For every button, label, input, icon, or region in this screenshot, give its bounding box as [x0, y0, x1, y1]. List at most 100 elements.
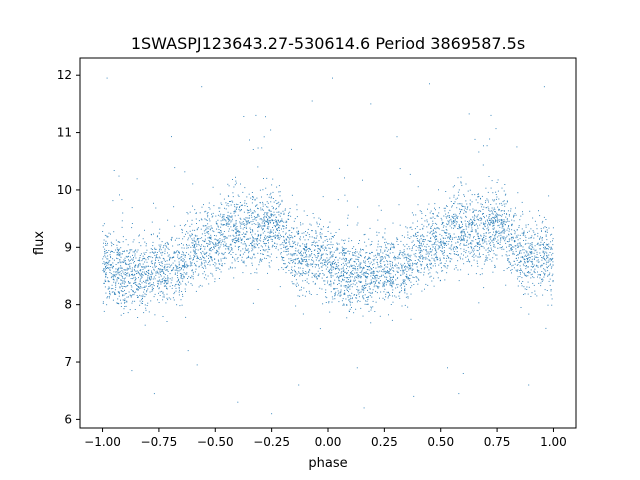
data-point	[507, 241, 509, 243]
data-point	[279, 195, 281, 197]
data-point	[177, 254, 179, 256]
data-point	[340, 272, 342, 274]
data-point	[403, 279, 405, 281]
data-point	[348, 294, 350, 296]
data-point	[225, 244, 227, 246]
data-point	[469, 223, 470, 225]
data-point	[289, 238, 291, 240]
data-point	[372, 259, 374, 261]
data-point	[530, 260, 532, 262]
data-point	[220, 231, 222, 233]
data-point	[310, 249, 311, 251]
data-point	[503, 229, 505, 231]
data-point	[267, 236, 269, 238]
data-point	[136, 288, 138, 290]
data-point	[164, 279, 166, 281]
data-point	[239, 222, 241, 224]
data-point	[373, 281, 375, 282]
data-point	[204, 248, 206, 250]
data-point	[517, 246, 519, 248]
data-point	[502, 236, 504, 238]
data-point	[367, 273, 369, 274]
data-point	[174, 273, 176, 275]
data-point	[137, 317, 139, 318]
data-point	[304, 280, 306, 281]
data-point	[230, 235, 232, 237]
data-point	[550, 267, 552, 269]
data-point	[186, 273, 188, 275]
data-point	[392, 243, 393, 245]
data-point	[373, 267, 374, 268]
data-point	[112, 265, 114, 267]
data-point	[263, 222, 265, 224]
data-point	[156, 236, 158, 238]
data-point	[252, 249, 254, 251]
data-point	[333, 288, 335, 290]
data-point	[352, 270, 354, 272]
data-point	[165, 245, 167, 247]
data-point	[533, 259, 535, 260]
data-point	[429, 248, 431, 250]
data-point	[463, 250, 465, 252]
data-point	[410, 274, 412, 276]
data-point	[328, 301, 330, 303]
data-point	[421, 250, 423, 252]
data-point	[272, 214, 274, 216]
data-point	[148, 286, 150, 287]
data-point	[357, 291, 359, 293]
data-point	[205, 261, 207, 263]
data-point	[526, 265, 527, 266]
data-point	[441, 267, 442, 269]
data-point	[544, 289, 546, 291]
data-point	[525, 239, 527, 241]
data-point	[336, 249, 338, 251]
data-point	[460, 231, 462, 233]
data-point	[246, 209, 248, 211]
data-point	[288, 237, 290, 239]
data-point	[160, 252, 162, 254]
data-point	[495, 211, 496, 213]
data-point	[273, 225, 275, 227]
data-point	[413, 235, 415, 237]
data-point	[364, 257, 366, 259]
data-point	[520, 307, 522, 308]
data-point	[222, 224, 224, 226]
data-point	[214, 252, 216, 254]
data-point	[207, 275, 209, 277]
data-point	[256, 204, 258, 206]
data-point	[177, 270, 179, 272]
data-point	[394, 247, 395, 249]
data-point	[113, 259, 115, 261]
data-point	[189, 211, 191, 213]
data-point	[380, 209, 382, 211]
data-point	[282, 225, 284, 227]
data-point	[262, 225, 264, 227]
data-point	[208, 283, 210, 285]
data-point	[536, 228, 538, 230]
data-point	[460, 240, 462, 242]
data-point	[444, 251, 445, 253]
data-point	[291, 266, 293, 268]
data-point	[174, 272, 176, 274]
data-point	[246, 217, 248, 219]
data-point	[529, 247, 531, 249]
data-point	[369, 244, 371, 246]
data-point	[126, 269, 128, 271]
data-point	[343, 271, 345, 272]
data-point	[337, 275, 338, 277]
data-point	[312, 263, 314, 265]
data-point	[515, 235, 517, 237]
data-point	[153, 202, 154, 204]
data-point	[235, 237, 237, 239]
data-point	[170, 282, 172, 284]
data-point	[222, 254, 224, 256]
data-point	[253, 240, 254, 242]
data-point	[240, 209, 242, 211]
data-point	[440, 250, 442, 251]
data-point	[506, 213, 508, 215]
data-point	[125, 255, 127, 257]
data-point	[534, 255, 536, 257]
data-point	[347, 250, 349, 252]
data-point	[225, 222, 227, 224]
data-point	[497, 221, 499, 223]
